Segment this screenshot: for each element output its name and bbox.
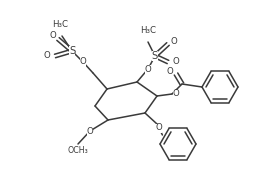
Text: O: O [167, 66, 173, 75]
Text: O: O [44, 52, 50, 61]
Text: O: O [156, 123, 162, 132]
Text: O: O [173, 57, 179, 66]
Text: H₃C: H₃C [52, 20, 68, 29]
Text: O: O [173, 89, 179, 98]
Text: S: S [152, 51, 158, 61]
Text: O: O [50, 31, 56, 40]
Text: O: O [80, 57, 86, 66]
Text: OCH₃: OCH₃ [68, 146, 88, 155]
Text: O: O [171, 38, 177, 47]
Text: H₃C: H₃C [140, 26, 156, 35]
Text: O: O [145, 65, 151, 73]
Text: S: S [69, 46, 75, 56]
Text: O: O [87, 127, 93, 135]
